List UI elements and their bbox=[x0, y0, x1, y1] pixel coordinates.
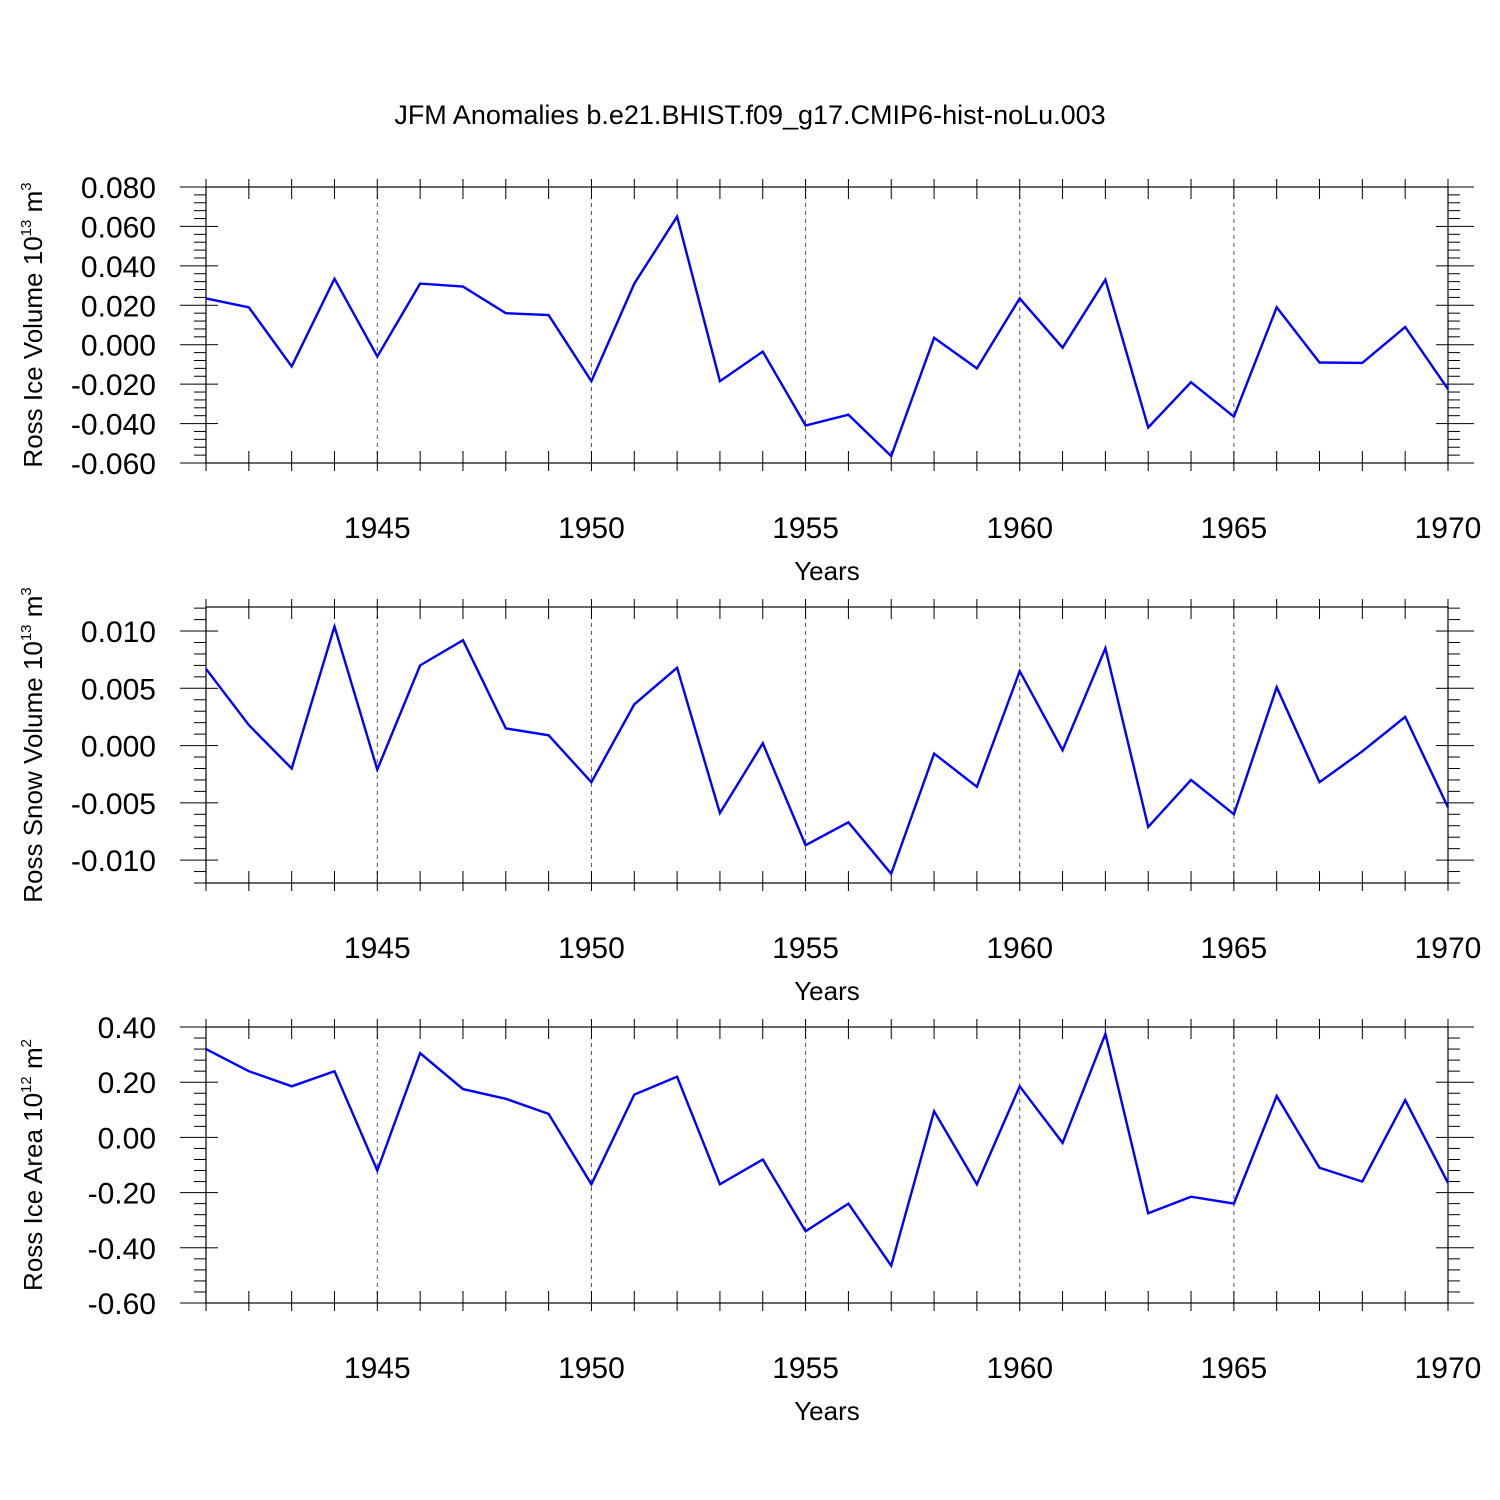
plot-frame bbox=[205, 186, 1449, 464]
y-tick-label: -0.40 bbox=[88, 1233, 156, 1266]
x-tick-label: 1960 bbox=[986, 932, 1053, 965]
x-tick-label: 1945 bbox=[344, 512, 411, 545]
x-tick-label: 1970 bbox=[1415, 1352, 1482, 1385]
y-tick-label: 0.020 bbox=[81, 290, 156, 323]
y-tick-label: -0.020 bbox=[71, 369, 156, 402]
y-tick-label: 0.040 bbox=[81, 251, 156, 284]
x-axis-label: Years bbox=[794, 556, 860, 586]
y-axis-label: Ross Ice Area 1012 m2 bbox=[18, 1039, 48, 1291]
x-tick-label: 1970 bbox=[1415, 512, 1482, 545]
figure-title: JFM Anomalies b.e21.BHIST.f09_g17.CMIP6-… bbox=[394, 100, 1105, 130]
x-tick-label: 1965 bbox=[1200, 1352, 1267, 1385]
y-tick-label: 0.080 bbox=[81, 172, 156, 205]
x-tick-label: 1945 bbox=[344, 932, 411, 965]
series-line bbox=[205, 213, 1449, 459]
x-tick-label: 1965 bbox=[1200, 512, 1267, 545]
x-tick-label: 1965 bbox=[1200, 932, 1267, 965]
y-tick-label: 0.010 bbox=[81, 616, 156, 649]
plot-frame bbox=[205, 1026, 1449, 1304]
chart-panel-1: -0.060 -0.040 -0.020 0.000 0.020 0.040 0.060 0.… bbox=[18, 172, 1481, 586]
plot-frame bbox=[205, 606, 1449, 884]
x-axis-label: Years bbox=[794, 976, 860, 1006]
chart-panel-3: -0.60 -0.40 -0.20 0.00 0.20 0.40 1945 1950 1955 1… bbox=[18, 1012, 1481, 1426]
x-tick-label: 1960 bbox=[986, 512, 1053, 545]
series-line bbox=[205, 1029, 1450, 1269]
series-line bbox=[205, 622, 1450, 877]
panels: -0.060 -0.040 -0.020 0.000 0.020 0.040 0.060 0.… bbox=[18, 172, 1481, 1426]
y-tick-label: -0.60 bbox=[88, 1288, 156, 1321]
y-axis-label: Ross Snow Volume 1013 m3 bbox=[18, 587, 48, 903]
x-tick-label: 1955 bbox=[772, 1352, 839, 1385]
x-tick-label: 1970 bbox=[1415, 932, 1482, 965]
y-axis-label: Ross Ice Volume 1013 m3 bbox=[18, 182, 48, 467]
x-tick-label: 1950 bbox=[558, 1352, 625, 1385]
x-axis-label: Years bbox=[794, 1396, 860, 1426]
x-tick-label: 1945 bbox=[344, 1352, 411, 1385]
y-tick-label: 0.000 bbox=[81, 330, 156, 363]
y-tick-label: 0.20 bbox=[98, 1067, 156, 1100]
y-tick-label: 0.40 bbox=[98, 1012, 156, 1045]
y-tick-label: 0.060 bbox=[81, 211, 156, 244]
x-tick-label: 1950 bbox=[558, 932, 625, 965]
y-tick-label: 0.005 bbox=[81, 673, 156, 706]
x-tick-label: 1955 bbox=[772, 932, 839, 965]
y-tick-label: -0.010 bbox=[71, 845, 156, 878]
y-tick-label: -0.20 bbox=[88, 1178, 156, 1211]
chart-panel-2: -0.010 -0.005 0.000 0.005 0.010 1945 1950 1955 1… bbox=[18, 587, 1481, 1006]
y-tick-label: -0.060 bbox=[71, 448, 156, 481]
x-tick-label: 1950 bbox=[558, 512, 625, 545]
y-tick-label: 0.000 bbox=[81, 731, 156, 764]
x-tick-label: 1955 bbox=[772, 512, 839, 545]
y-tick-label: 0.00 bbox=[98, 1122, 156, 1155]
y-tick-label: -0.040 bbox=[71, 409, 156, 442]
y-tick-label: -0.005 bbox=[71, 788, 156, 821]
x-tick-label: 1960 bbox=[986, 1352, 1053, 1385]
